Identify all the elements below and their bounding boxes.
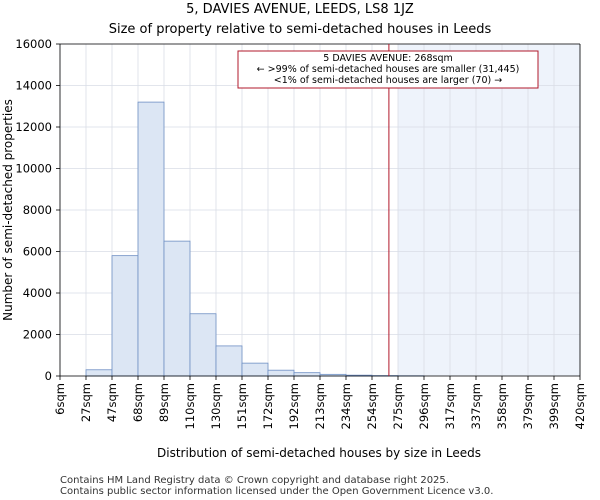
x-tick-label: 192sqm [287, 383, 301, 429]
annotation-box: 5 DAVIES AVENUE: 268sqm ← >99% of semi-d… [237, 50, 539, 89]
x-tick-label: 379sqm [521, 383, 535, 429]
y-tick-labels: 0 2000 4000 6000 8000 10000 12000 14000 16000 [15, 37, 60, 383]
y-tick-label: 14000 [15, 79, 52, 93]
annotation-border [237, 50, 539, 89]
x-tick-label: 68sqm [131, 383, 145, 422]
x-tick-label: 296sqm [417, 383, 431, 429]
bar-89sqm [163, 240, 191, 377]
y-tick-label: 2000 [23, 328, 52, 342]
bar-192sqm [293, 372, 321, 377]
x-axis-label: Distribution of semi-detached houses by … [157, 446, 481, 460]
bar-110sqm [189, 313, 217, 377]
bar-172sqm [267, 369, 295, 377]
annotation-line-2: ← >99% of semi-detached houses are small… [257, 64, 520, 75]
bar-151sqm [241, 362, 269, 377]
x-tick-label: 254sqm [365, 383, 379, 429]
x-tick-label: 275sqm [391, 383, 405, 429]
annotation-line-1: 5 DAVIES AVENUE: 268sqm [323, 53, 453, 64]
x-tick-label: 213sqm [313, 383, 327, 429]
bars-group [85, 101, 425, 377]
y-tick-label: 4000 [23, 286, 52, 300]
x-tick-label: 6sqm [53, 383, 67, 415]
x-tick-label: 420sqm [573, 383, 587, 429]
y-tick-label: 12000 [15, 120, 52, 134]
footer-line-1: Contains HM Land Registry data © Crown c… [60, 475, 449, 486]
y-tick-label: 8000 [23, 203, 52, 217]
x-tick-label: 317sqm [443, 383, 457, 429]
y-tick-label: 10000 [15, 162, 52, 176]
x-tick-label: 47sqm [105, 383, 119, 422]
x-tick-labels: 6sqm 27sqm 47sqm 68sqm 89sqm 110sqm 130sqm 151s… [53, 376, 587, 429]
x-tick-label: 358sqm [495, 383, 509, 429]
y-tick-label: 0 [45, 369, 52, 383]
bar-27sqm [85, 369, 113, 377]
x-tick-label: 234sqm [339, 383, 353, 429]
bar-130sqm [215, 345, 243, 377]
x-tick-label: 27sqm [79, 383, 93, 422]
x-tick-label: 399sqm [547, 383, 561, 429]
x-tick-label: 89sqm [157, 383, 171, 422]
x-tick-label: 130sqm [209, 383, 223, 429]
footer-line-2: Contains public sector information licen… [60, 486, 493, 497]
y-tick-label: 6000 [23, 245, 52, 259]
y-axis-label: Number of semi-detached properties [1, 99, 15, 321]
x-tick-label: 337sqm [469, 383, 483, 429]
bar-68sqm [137, 101, 165, 377]
x-tick-label: 172sqm [261, 383, 275, 429]
bar-47sqm [111, 255, 139, 377]
x-tick-label: 151sqm [235, 383, 249, 429]
annotation-line-3: <1% of semi-detached houses are larger (… [274, 75, 502, 86]
y-tick-label: 16000 [15, 37, 52, 51]
chart-title-line2: Size of property relative to semi-detach… [109, 22, 492, 37]
gridlines [59, 43, 581, 377]
chart-title-line1: 5, DAVIES AVENUE, LEEDS, LS8 1JZ [186, 2, 414, 17]
x-tick-label: 110sqm [183, 383, 197, 429]
